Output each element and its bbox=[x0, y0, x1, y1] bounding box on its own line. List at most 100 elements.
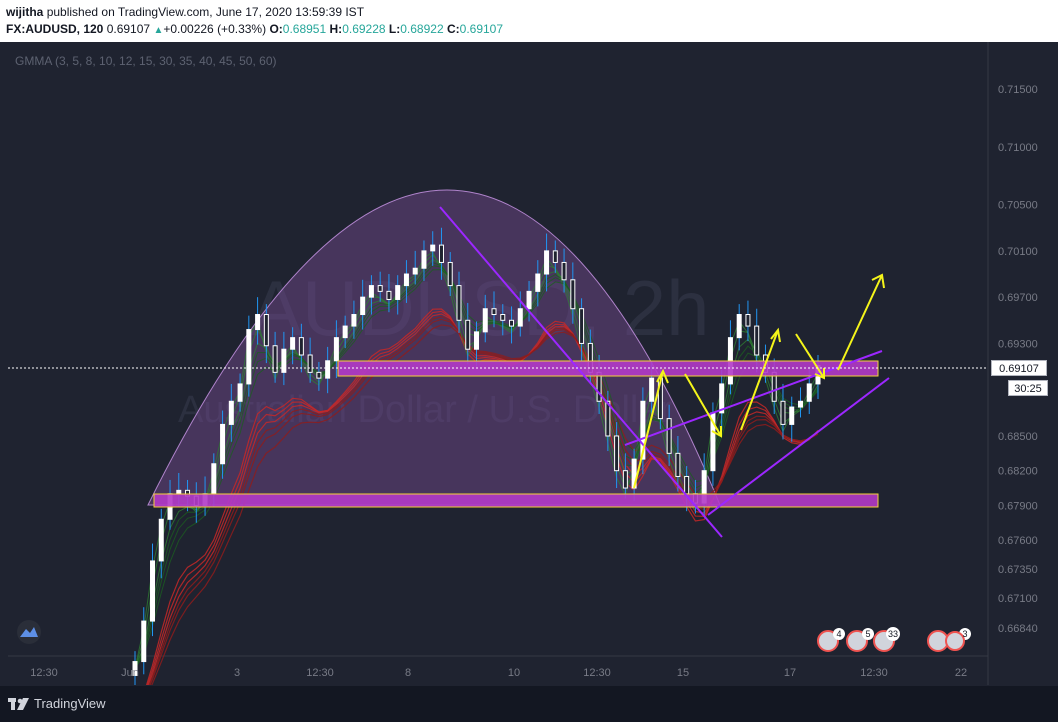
candle-body bbox=[614, 435, 620, 472]
lower-channel-line[interactable] bbox=[707, 377, 890, 516]
bar-countdown: 30:25 bbox=[1008, 380, 1048, 396]
candle-body bbox=[474, 331, 479, 350]
price-axis-label: 0.67900 bbox=[998, 500, 1038, 512]
arrow-up-1[interactable] bbox=[633, 370, 664, 489]
arrow-down-2[interactable] bbox=[795, 333, 825, 379]
arrow-up-2[interactable] bbox=[740, 329, 779, 431]
price-axis-label: 0.70500 bbox=[998, 200, 1038, 212]
candle-body bbox=[403, 273, 409, 287]
candle-body bbox=[272, 345, 278, 373]
published-text: published on TradingView.com, June 17, 2… bbox=[46, 5, 365, 19]
candle-body bbox=[290, 337, 296, 350]
author-name[interactable]: wijitha bbox=[6, 5, 44, 19]
candle-body bbox=[325, 360, 331, 379]
price-axis-label: 0.67350 bbox=[998, 564, 1038, 576]
price-change: +0.00226 (+0.33%) bbox=[163, 22, 267, 36]
candle-body bbox=[158, 518, 164, 562]
candle-body bbox=[649, 377, 655, 402]
candle-body bbox=[412, 267, 418, 275]
price-axis-label: 0.66840 bbox=[998, 623, 1038, 635]
candle-body bbox=[561, 261, 567, 281]
price-axis-label: 0.70100 bbox=[998, 246, 1038, 258]
candle-body bbox=[141, 620, 147, 663]
candle-body bbox=[570, 279, 576, 310]
indicator-label[interactable]: GMMA (3, 5, 8, 10, 12, 15, 30, 35, 40, 4… bbox=[15, 54, 277, 68]
event-badge-us-2[interactable]: 33 bbox=[873, 627, 900, 652]
candle-body bbox=[517, 308, 523, 327]
support-zone[interactable] bbox=[153, 493, 879, 508]
low-value: 0.68922 bbox=[400, 22, 444, 36]
candle-body bbox=[675, 452, 681, 477]
tradingview-watermark-icon[interactable] bbox=[17, 620, 41, 644]
candle-body bbox=[307, 354, 313, 373]
candle-body bbox=[246, 329, 252, 385]
price-axis-label: 0.71500 bbox=[998, 84, 1038, 96]
time-axis[interactable]: 12:30 Jun 3 12:30 8 10 12:30 15 17 12:30 22 bbox=[30, 667, 967, 679]
low-label: L: bbox=[388, 22, 401, 36]
candle-body bbox=[447, 261, 453, 287]
candle-body bbox=[237, 383, 243, 402]
candle-body bbox=[368, 285, 374, 298]
candle-body bbox=[211, 463, 217, 495]
last-price: 0.69107 bbox=[106, 22, 151, 36]
economic-events[interactable]: 4 5 33 3 bbox=[817, 627, 971, 652]
event-badge-us-1[interactable]: 4 bbox=[817, 628, 845, 652]
close-label: C: bbox=[446, 22, 460, 36]
candle-body bbox=[228, 400, 234, 425]
candle-body bbox=[491, 308, 497, 316]
chart-header: wijitha published on TradingView.com, Ju… bbox=[0, 0, 1058, 42]
candle-body bbox=[220, 423, 226, 465]
up-triangle-icon: ▲ bbox=[153, 25, 164, 36]
candle-body bbox=[797, 400, 803, 408]
candle-body bbox=[605, 400, 611, 437]
candle-body bbox=[333, 337, 339, 362]
event-count: 5 bbox=[865, 629, 870, 639]
candle-body bbox=[176, 489, 182, 495]
time-axis-label: 3 bbox=[234, 667, 240, 679]
candle-body bbox=[771, 371, 777, 402]
candle-body bbox=[456, 285, 462, 321]
down-trendline[interactable] bbox=[439, 206, 723, 538]
arrow-up-3[interactable] bbox=[837, 274, 883, 371]
event-badge-us-3[interactable]: 3 bbox=[927, 628, 971, 652]
candle-body bbox=[360, 296, 366, 316]
candle-body bbox=[395, 285, 401, 300]
price-axis[interactable]: 0.71500 0.71000 0.70500 0.70100 0.69700 0.693… bbox=[998, 84, 1038, 635]
time-axis-label: 12:30 bbox=[860, 667, 888, 679]
candle-body bbox=[421, 250, 427, 269]
arrow-down-1-head bbox=[711, 426, 722, 438]
tradingview-brand[interactable]: TradingView bbox=[34, 696, 106, 711]
time-axis-label: 17 bbox=[784, 667, 796, 679]
candle-body bbox=[298, 337, 304, 356]
candle-body bbox=[430, 244, 436, 252]
candle-body bbox=[754, 325, 760, 356]
time-axis-label: 12:30 bbox=[30, 667, 58, 679]
watermark-symbol: AUDUSD, 2h bbox=[250, 264, 709, 352]
arrow-up-2-head bbox=[770, 327, 781, 343]
price-chart[interactable]: AUDUSD, 2h Australian Dollar / U.S. Doll… bbox=[0, 0, 1058, 685]
candle-body bbox=[622, 470, 628, 489]
price-axis-label: 0.68200 bbox=[998, 466, 1038, 478]
event-badge-au[interactable]: 5 bbox=[846, 628, 874, 652]
price-axis-label: 0.69700 bbox=[998, 292, 1038, 304]
candle-body bbox=[342, 325, 348, 339]
arrow-down-1[interactable] bbox=[684, 373, 722, 437]
candle-body bbox=[535, 273, 541, 292]
time-axis-label: 10 bbox=[508, 667, 520, 679]
symbol-label[interactable]: FX:AUDUSD, 120 bbox=[6, 22, 104, 36]
plot-background bbox=[8, 42, 988, 656]
candle-body bbox=[281, 348, 287, 373]
close-value: 0.69107 bbox=[459, 22, 504, 36]
projection-arrows[interactable] bbox=[633, 273, 885, 489]
candle-body bbox=[596, 371, 602, 402]
candle-body bbox=[482, 308, 488, 333]
price-axis-label: 0.69300 bbox=[998, 338, 1038, 350]
price-axis-label: 0.68500 bbox=[998, 431, 1038, 443]
candle-body bbox=[316, 371, 322, 379]
price-axis-label: 0.67100 bbox=[998, 593, 1038, 605]
tradingview-logo-icon[interactable] bbox=[8, 696, 30, 712]
current-price-tag: 0.69107 bbox=[991, 360, 1047, 376]
time-axis-label: 22 bbox=[955, 667, 967, 679]
time-axis-label: 12:30 bbox=[583, 667, 611, 679]
candle-body bbox=[438, 244, 444, 263]
